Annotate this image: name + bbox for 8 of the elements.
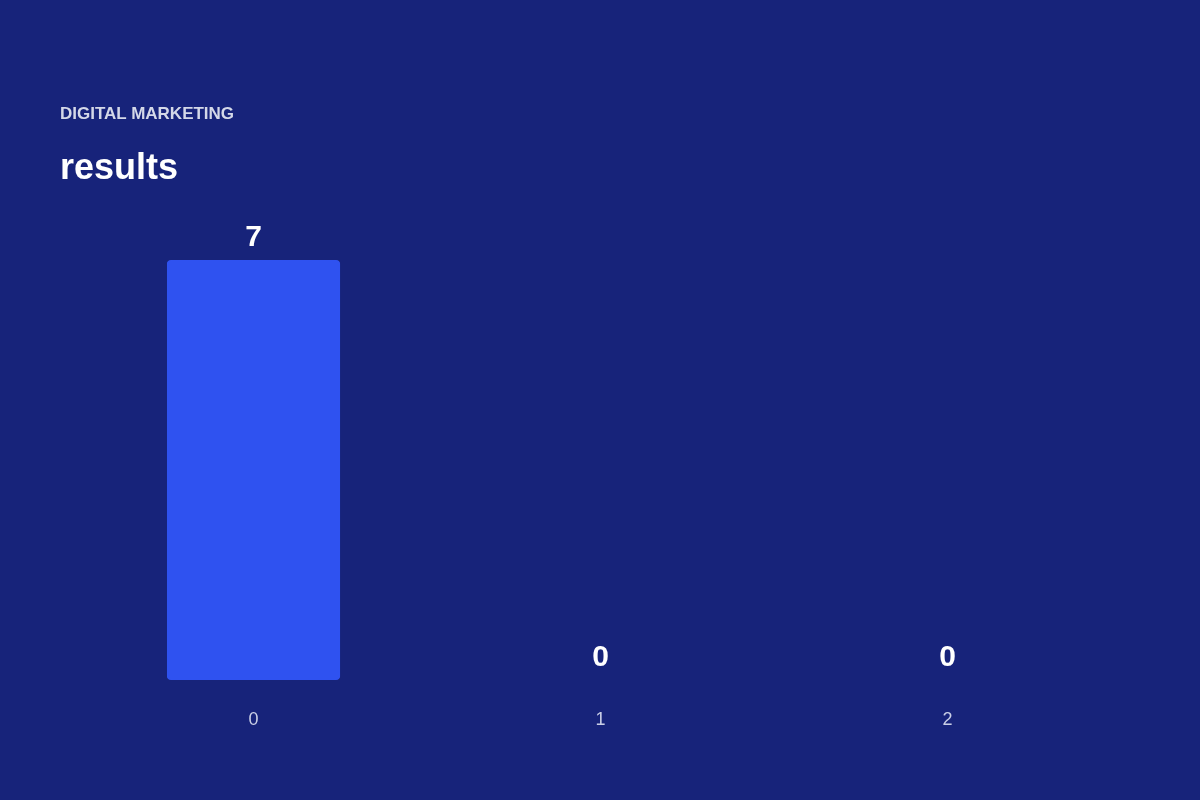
data-label: 7 [245, 219, 262, 252]
data-label: 0 [939, 639, 956, 672]
chart-title: results [60, 146, 179, 187]
chart-subtitle: DIGITAL MARKETING [60, 104, 235, 123]
x-tick-label: 2 [942, 708, 953, 729]
data-label: 0 [592, 639, 609, 672]
x-tick-label: 0 [248, 708, 259, 729]
x-tick-label: 1 [595, 708, 606, 729]
